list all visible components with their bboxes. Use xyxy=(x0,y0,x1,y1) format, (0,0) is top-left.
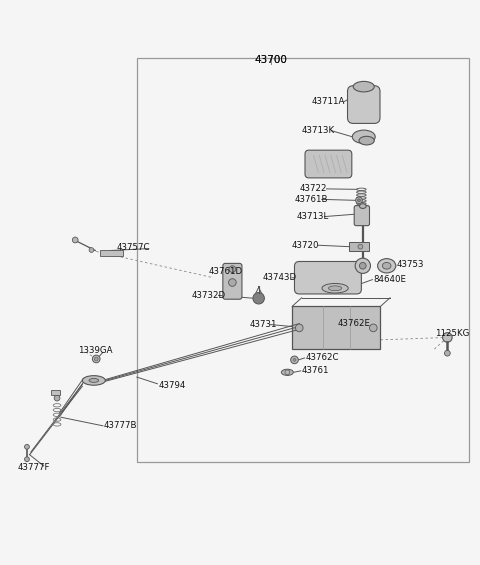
Text: 1125KG: 1125KG xyxy=(435,329,470,338)
Ellipse shape xyxy=(353,81,374,92)
Text: 43761B: 43761B xyxy=(295,195,328,204)
Circle shape xyxy=(293,358,296,362)
Text: 43777B: 43777B xyxy=(104,421,137,431)
Circle shape xyxy=(54,396,60,401)
Ellipse shape xyxy=(322,284,348,293)
FancyBboxPatch shape xyxy=(348,86,380,123)
Circle shape xyxy=(355,258,371,273)
Circle shape xyxy=(444,350,450,356)
Circle shape xyxy=(72,237,78,243)
Text: 43762C: 43762C xyxy=(305,354,339,363)
Bar xyxy=(292,306,381,349)
Text: 43711A: 43711A xyxy=(311,97,345,106)
Ellipse shape xyxy=(359,136,374,145)
Text: 1339GA: 1339GA xyxy=(78,346,113,355)
Text: 43713K: 43713K xyxy=(301,126,335,135)
FancyBboxPatch shape xyxy=(295,262,361,294)
Text: 43743D: 43743D xyxy=(263,273,297,282)
Text: 43761D: 43761D xyxy=(209,267,243,276)
Text: 43757C: 43757C xyxy=(116,243,150,252)
Circle shape xyxy=(291,356,298,364)
Circle shape xyxy=(93,355,100,363)
Circle shape xyxy=(229,266,236,272)
Ellipse shape xyxy=(352,130,375,144)
Circle shape xyxy=(89,247,94,253)
Circle shape xyxy=(24,445,29,449)
Circle shape xyxy=(253,293,264,304)
Ellipse shape xyxy=(89,379,98,383)
Circle shape xyxy=(24,457,29,462)
Text: 43732D: 43732D xyxy=(192,292,226,301)
Text: 43794: 43794 xyxy=(158,381,186,390)
Text: 43700: 43700 xyxy=(254,55,287,66)
Text: 43720: 43720 xyxy=(291,241,319,250)
Text: 43722: 43722 xyxy=(300,184,327,193)
Circle shape xyxy=(360,262,366,269)
Bar xyxy=(349,242,369,251)
FancyBboxPatch shape xyxy=(354,206,370,225)
Text: 43753: 43753 xyxy=(396,260,424,269)
Circle shape xyxy=(358,244,363,249)
Circle shape xyxy=(95,357,98,361)
Circle shape xyxy=(296,324,303,332)
Text: 43713L: 43713L xyxy=(297,212,329,221)
Ellipse shape xyxy=(281,369,293,375)
Circle shape xyxy=(443,333,452,342)
Ellipse shape xyxy=(83,376,105,385)
Text: 43777F: 43777F xyxy=(18,463,50,472)
Circle shape xyxy=(356,197,362,203)
Text: 43762E: 43762E xyxy=(337,319,371,328)
Ellipse shape xyxy=(378,259,396,273)
Bar xyxy=(100,250,123,256)
Text: 43731: 43731 xyxy=(249,320,276,329)
Bar xyxy=(51,390,60,395)
Circle shape xyxy=(358,199,360,202)
Ellipse shape xyxy=(383,262,391,269)
Text: 43761: 43761 xyxy=(301,366,329,375)
FancyBboxPatch shape xyxy=(305,150,352,178)
Circle shape xyxy=(370,324,377,332)
Text: 43700: 43700 xyxy=(254,55,287,66)
Circle shape xyxy=(228,279,236,286)
Ellipse shape xyxy=(328,286,342,290)
Bar xyxy=(137,58,469,462)
Text: 84640E: 84640E xyxy=(373,275,406,284)
FancyBboxPatch shape xyxy=(223,263,242,299)
Ellipse shape xyxy=(360,203,366,208)
